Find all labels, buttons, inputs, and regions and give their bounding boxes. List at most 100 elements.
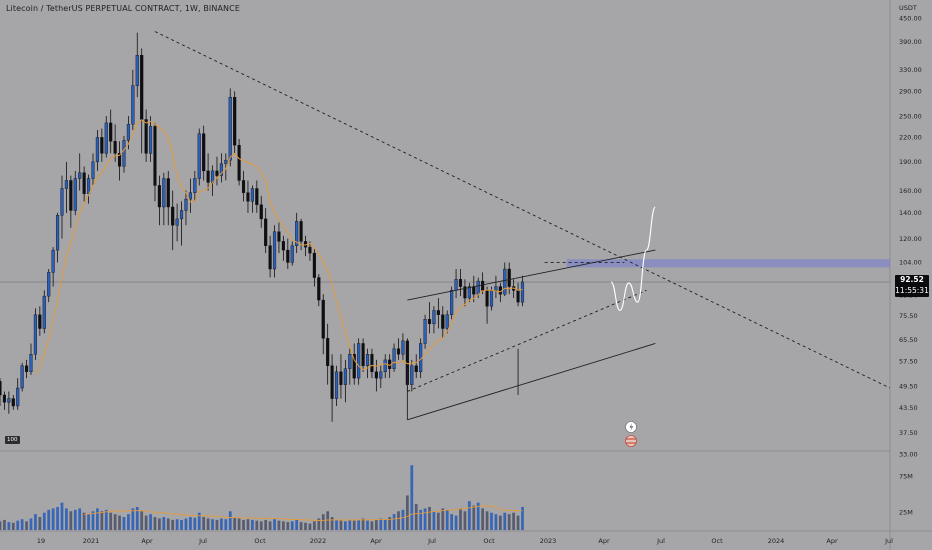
- candle-body: [117, 153, 122, 167]
- candle-body: [250, 188, 254, 202]
- volume-bar: [388, 517, 392, 530]
- volume-bar: [251, 519, 254, 530]
- volume-bar: [20, 519, 24, 530]
- volume-bar: [512, 512, 516, 530]
- volume-bar: [144, 515, 148, 530]
- candle: [414, 354, 418, 379]
- candle: [281, 235, 285, 261]
- candle-body: [414, 365, 418, 373]
- volume-bar: [34, 514, 37, 530]
- candle-body: [339, 371, 343, 385]
- candle: [215, 156, 219, 186]
- candle: [7, 391, 11, 414]
- volume-bar: [91, 511, 95, 530]
- candle: [463, 279, 467, 307]
- candle: [171, 190, 175, 251]
- candle: [467, 282, 471, 303]
- price-tick-label: 104.00: [899, 259, 922, 267]
- time-tick-label: 2023: [540, 537, 557, 545]
- volume-bar: [401, 509, 405, 530]
- volume-bar: [277, 520, 281, 530]
- price-tick-label: 65.50: [899, 336, 918, 344]
- candle-body: [454, 279, 458, 291]
- candle: [24, 359, 29, 379]
- volume-bar: [25, 521, 28, 530]
- candle: [383, 354, 387, 379]
- candle: [458, 268, 463, 297]
- candle-body: [210, 170, 215, 183]
- candle-body: [401, 340, 405, 355]
- candle-body: [255, 188, 259, 205]
- candle-body: [162, 178, 166, 208]
- dashed-trendline: [407, 289, 647, 392]
- volume-bar: [158, 518, 161, 530]
- candle-body: [153, 126, 157, 186]
- price-tick-label: 250.00: [899, 112, 922, 120]
- candle: [104, 116, 108, 158]
- time-tick-label: Jul: [198, 537, 207, 545]
- chart-title: Litecoin / TetherUS PERPETUAL CONTRACT, …: [6, 4, 240, 13]
- candle-body: [20, 365, 24, 389]
- volume-axis: 75M 25M: [899, 472, 913, 516]
- candle-body: [122, 140, 126, 167]
- candle-body: [228, 96, 232, 161]
- volume-bar: [321, 514, 325, 530]
- volume-bar: [264, 519, 268, 530]
- candle: [343, 359, 347, 403]
- price-tick-label: 160.00: [899, 187, 922, 195]
- candle: [82, 166, 86, 202]
- candle: [379, 365, 383, 389]
- candle: [157, 175, 161, 226]
- time-axis[interactable]: 19 2021 Apr Jul Oct 2022 Apr Jul Oct 2023 Apr Jul Oc…: [37, 537, 893, 545]
- candle-body: [86, 178, 91, 194]
- volume-bar: [494, 514, 498, 530]
- volume-bar: [366, 520, 369, 530]
- candle-body: [494, 286, 498, 291]
- candle: [42, 290, 46, 334]
- volume-bar: [135, 506, 139, 530]
- candle-body: [38, 314, 42, 329]
- time-tick-label: Jul: [884, 537, 893, 545]
- candle: [2, 391, 7, 410]
- volume-bar: [73, 509, 77, 530]
- event-markers[interactable]: [625, 421, 637, 447]
- time-tick-label: Oct: [254, 537, 266, 545]
- candle-body: [485, 290, 489, 307]
- candle: [401, 333, 405, 360]
- volume-bar: [282, 521, 285, 530]
- projection-curve: [610, 206, 656, 312]
- volume-bar: [383, 519, 387, 530]
- volume-bar: [423, 508, 427, 530]
- volume-tick-label: 75M: [899, 472, 913, 480]
- volume-bar: [410, 465, 414, 530]
- volume-bar: [290, 521, 294, 530]
- price-tick-label: 37.50: [899, 429, 918, 437]
- candle: [450, 286, 454, 320]
- volume-bar: [414, 504, 418, 530]
- volume-bar: [419, 509, 423, 530]
- volume-ma: [84, 505, 523, 521]
- volume-bar: [113, 514, 117, 530]
- volume-bar: [140, 511, 144, 530]
- candle-body: [383, 359, 387, 373]
- candle: [91, 153, 95, 186]
- candle: [69, 175, 73, 228]
- volume-bar: [29, 518, 33, 530]
- candle-body: [104, 122, 108, 154]
- us-flag-icon[interactable]: [625, 435, 637, 447]
- candle-body: [135, 55, 139, 86]
- candle: [494, 275, 498, 299]
- candle-body: [463, 286, 467, 299]
- candle-body: [131, 85, 135, 125]
- candle-body: [357, 343, 361, 379]
- time-tick-label: Apr: [826, 537, 838, 545]
- price-tick-label: 220.00: [899, 134, 922, 142]
- candle-body: [166, 178, 170, 208]
- candle-body: [481, 280, 485, 291]
- candle: [135, 32, 139, 98]
- volume-bar: [215, 519, 219, 530]
- volume-bar: [436, 512, 440, 530]
- candle-body: [334, 371, 339, 399]
- volume-bar: [87, 514, 90, 530]
